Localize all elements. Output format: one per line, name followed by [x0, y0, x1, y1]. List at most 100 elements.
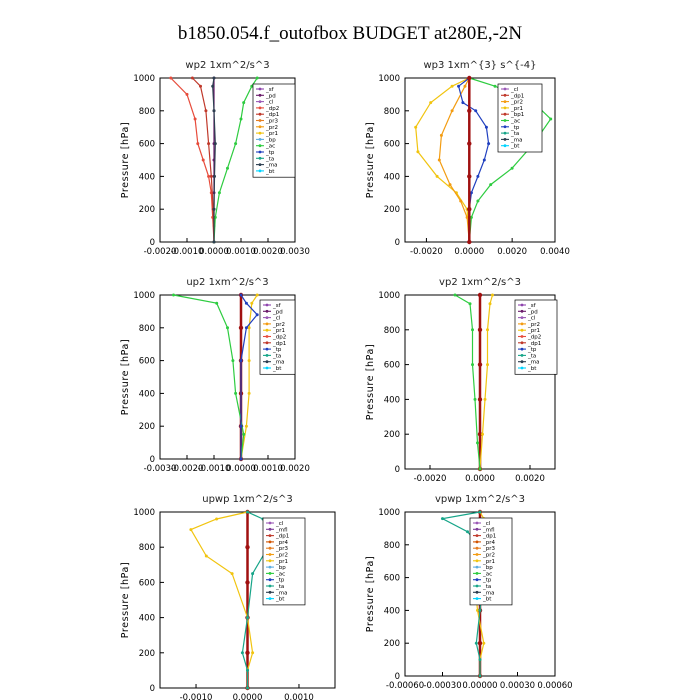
data-point	[467, 207, 472, 212]
legend-marker	[268, 597, 272, 600]
legend-marker	[475, 527, 479, 531]
panel-2: wp3 1xm^{3} s^{-4} Pressure [hPa] 0 200 400 6…	[365, 60, 570, 257]
data-point	[247, 326, 251, 330]
data-point	[450, 84, 454, 88]
legend-label: _ta	[275, 584, 284, 590]
x-tick-label: 0.0010	[226, 247, 256, 257]
data-point	[476, 174, 480, 178]
legend: _cl_mfl_dp1_pr4_pr3_pr2_pr1_bp_ac_tp_ta_…	[262, 517, 306, 606]
data-point	[212, 76, 216, 80]
legend-label: _bt	[527, 366, 537, 372]
y-tick-label: 600	[139, 140, 155, 150]
legend-label: _pr4	[482, 540, 496, 546]
data-point	[486, 328, 489, 332]
y-tick-label: 600	[384, 361, 400, 371]
legend-label: _ma	[272, 360, 284, 366]
y-tick-label: 800	[139, 543, 155, 553]
legend-marker	[520, 347, 524, 351]
data-point	[467, 75, 472, 81]
data-point	[244, 424, 248, 428]
x-tick-label: 0.0000	[233, 693, 263, 700]
legend: _cl_mfl_dp1_pr4_pr3_pr2_pr1_bp_ac_tp_ta_…	[469, 517, 513, 606]
legend-marker	[265, 347, 269, 351]
legend-marker	[520, 354, 524, 357]
x-tick-label: 0.0010	[253, 464, 283, 474]
legend-label: _ma	[510, 137, 522, 143]
legend-label: _pr2	[272, 322, 285, 328]
data-point	[196, 142, 200, 146]
data-point	[246, 510, 249, 514]
data-point	[209, 174, 213, 178]
legend-label: _ta	[272, 353, 281, 359]
x-tick-label: 0.0040	[540, 247, 570, 257]
y-axis-label: Pressure [hPa]	[365, 122, 376, 199]
x-tick-label: 0.0000	[199, 247, 229, 257]
legend-marker	[258, 169, 262, 173]
data-point	[211, 84, 215, 88]
data-point	[213, 142, 217, 146]
data-point	[477, 327, 483, 332]
data-point	[491, 293, 494, 297]
series-line-pr1	[415, 77, 470, 243]
legend-marker	[520, 322, 524, 326]
data-point	[478, 510, 482, 514]
legend-label: _pr1	[272, 328, 285, 334]
legend-marker	[268, 527, 272, 531]
y-axis-label: Pressure [hPa]	[120, 122, 131, 199]
legend-marker	[265, 322, 269, 326]
data-point	[416, 150, 420, 154]
y-tick-label: 0	[395, 238, 400, 248]
legend-marker	[475, 534, 479, 537]
legend-label: _ta	[482, 584, 491, 590]
y-axis-label: Pressure [hPa]	[365, 344, 376, 421]
legend-marker	[503, 112, 507, 116]
legend-marker	[258, 163, 262, 167]
legend-label: _cl	[275, 521, 284, 527]
y-axis-label: Pressure [hPa]	[120, 339, 131, 416]
legend-marker	[258, 87, 262, 91]
legend-label: _pr1	[275, 559, 288, 565]
y-tick-label: 1000	[378, 508, 400, 518]
legend-label: _dp1	[275, 534, 289, 540]
data-point	[189, 528, 193, 532]
legend-marker	[258, 131, 262, 135]
legend-label: _cl	[510, 87, 519, 93]
legend-label: _dp1	[510, 93, 524, 99]
legend-marker	[268, 534, 272, 537]
legend-label: _pr2	[482, 553, 495, 559]
legend-label: _ma	[275, 590, 287, 596]
y-tick-label: 0	[395, 672, 400, 682]
data-point	[246, 616, 249, 620]
data-point	[212, 109, 216, 113]
legend-marker	[520, 360, 524, 364]
legend-marker	[258, 144, 262, 148]
legend-label: _tp	[275, 578, 285, 584]
y-axis-label: Pressure [hPa]	[120, 562, 131, 639]
legend-label: _pd	[272, 309, 283, 315]
data-point	[226, 326, 229, 330]
series-line-dp2	[173, 294, 245, 460]
legend-label: _ac	[265, 144, 275, 150]
legend-label: _cl	[272, 316, 281, 322]
legend-marker	[265, 341, 269, 345]
legend-marker	[520, 366, 524, 370]
legend-marker	[268, 590, 272, 594]
legend-marker	[475, 584, 479, 588]
x-tick-label: 0.0000	[454, 247, 484, 257]
legend-marker	[475, 578, 479, 582]
legend-marker	[475, 565, 479, 569]
data-point	[215, 517, 219, 521]
legend-label: _pr2	[510, 100, 523, 106]
y-tick-label: 800	[384, 326, 400, 336]
legend-marker	[503, 144, 507, 148]
legend-marker	[265, 303, 269, 307]
legend-label: _bp	[482, 565, 493, 571]
legend-label: _ta	[510, 131, 519, 137]
data-point	[185, 92, 189, 96]
data-point	[478, 467, 482, 471]
legend-marker	[268, 559, 272, 563]
legend-marker	[258, 112, 262, 116]
legend-label: _bt	[265, 169, 275, 175]
plot-frame	[404, 77, 556, 243]
data-point	[230, 572, 234, 576]
